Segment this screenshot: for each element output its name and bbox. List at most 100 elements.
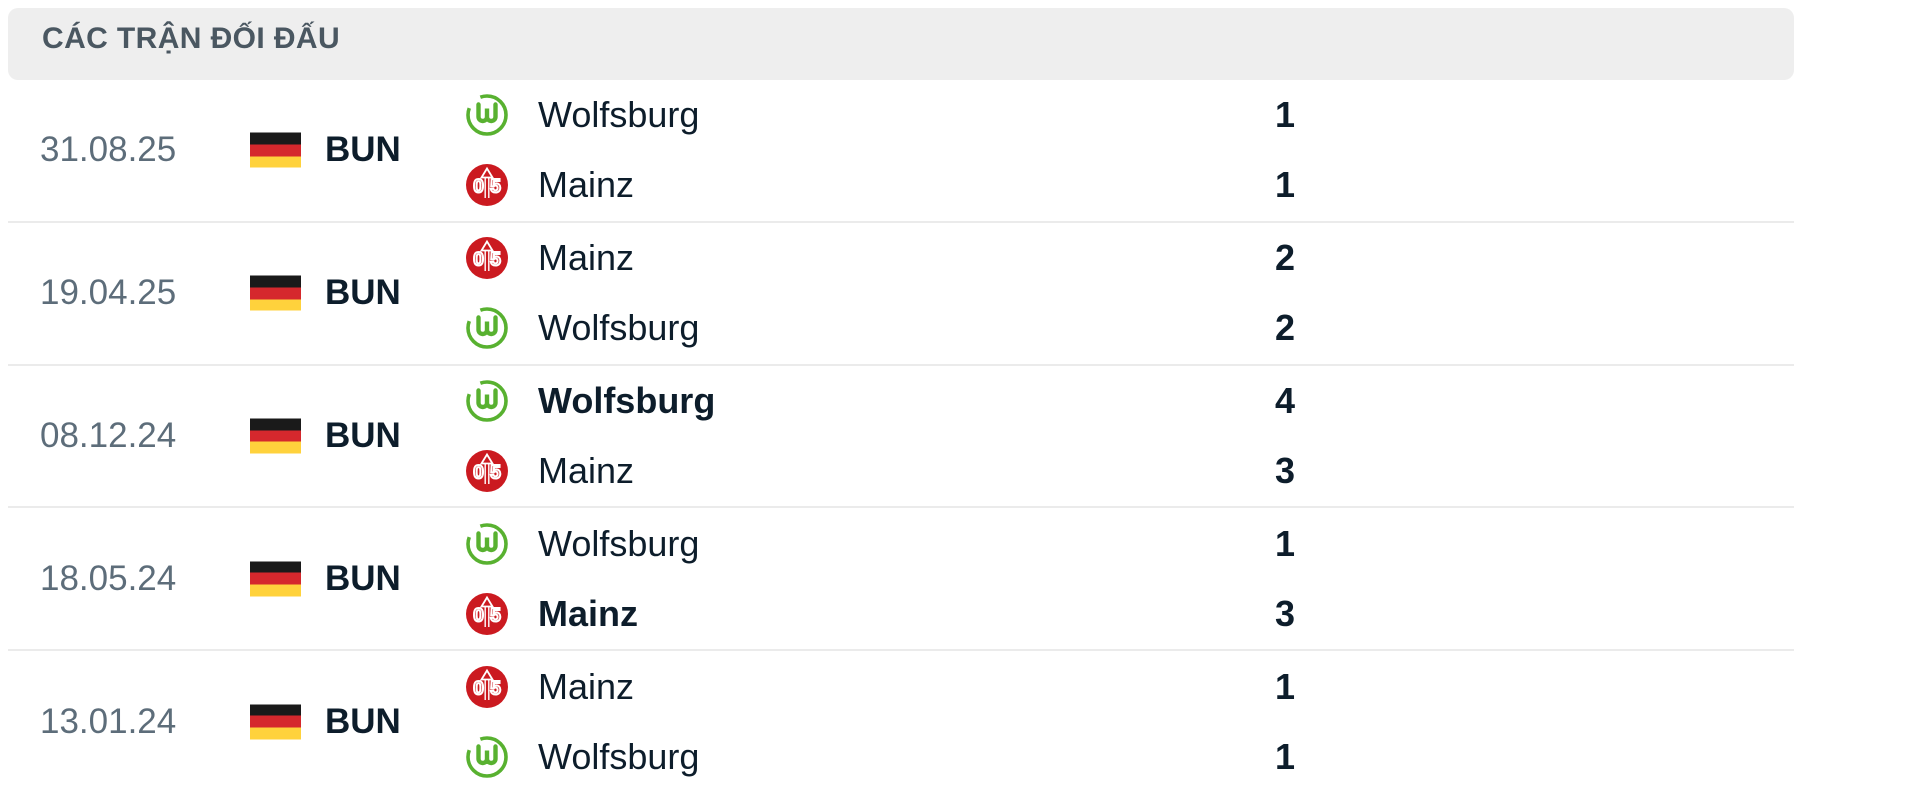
svg-text:5: 5 [490, 678, 501, 699]
team-score: 3 [1274, 592, 1295, 634]
match-row[interactable]: 31.08.25 BUN Wolfsburg 1 0 5 Mainz 1 [8, 80, 1794, 223]
team-name[interactable]: Mainz [538, 237, 635, 279]
flag-stripe-gold [250, 156, 301, 168]
head-to-head-card: CÁC TRẬN ĐỐI ĐẤU 31.08.25 BUN Wolfsburg … [8, 8, 1794, 792]
germany-flag-icon [250, 132, 301, 168]
match-row[interactable]: 19.04.25 BUN 0 5 Mainz 2 Wolfsburg 2 [8, 222, 1794, 366]
team-pair: 0 5 Mainz 1 Wolfsburg 1 [465, 652, 1295, 792]
flag-stripe-gold [250, 441, 301, 454]
team-name[interactable]: Wolfsburg [538, 379, 716, 421]
mainz-logo-icon: 0 5 [466, 449, 508, 492]
flag-stripe-black [250, 418, 301, 431]
league-code: BUN [325, 130, 401, 170]
flag-stripe-black [250, 132, 301, 145]
mainz-logo-icon: 0 5 [465, 236, 509, 280]
league-code: BUN [325, 558, 401, 598]
mainz-logo-icon: 0 5 [466, 164, 508, 207]
team-name[interactable]: Mainz [538, 592, 639, 634]
svg-text:5: 5 [490, 250, 501, 271]
team-score: 2 [1274, 237, 1295, 279]
mainz-logo-icon: 0 5 [465, 592, 509, 636]
wolfsburg-logo-icon [465, 522, 509, 566]
svg-text:0: 0 [473, 462, 484, 483]
svg-text:0: 0 [473, 250, 484, 271]
team-score: 2 [1274, 307, 1295, 349]
svg-text:5: 5 [490, 605, 501, 626]
team-name[interactable]: Wolfsburg [538, 735, 700, 777]
team-line: Wolfsburg 4 [465, 366, 1295, 436]
flag-stripe-gold [250, 727, 301, 740]
league-code: BUN [325, 273, 401, 313]
wolfsburg-logo-icon [466, 94, 508, 137]
svg-text:0: 0 [473, 605, 484, 626]
mainz-logo-icon: 0 5 [466, 592, 508, 635]
match-date: 08.12.24 [40, 415, 177, 455]
team-score: 1 [1274, 94, 1295, 136]
mainz-logo-icon: 0 5 [466, 237, 508, 280]
match-row[interactable]: 08.12.24 BUN Wolfsburg 4 0 5 Mainz 3 [8, 365, 1794, 509]
team-pair: 0 5 Mainz 2 Wolfsburg 2 [465, 223, 1295, 363]
team-line: 0 5 Mainz 1 [465, 652, 1295, 722]
wolfsburg-logo-icon [466, 307, 508, 349]
mainz-logo-icon: 0 5 [466, 665, 508, 708]
card-header: CÁC TRẬN ĐỐI ĐẤU [8, 8, 1794, 80]
flag-stripe-red [250, 572, 301, 585]
flag-stripe-red [250, 430, 301, 442]
germany-flag-icon [250, 418, 301, 454]
svg-text:5: 5 [490, 462, 501, 483]
team-score: 1 [1274, 164, 1295, 206]
team-score: 4 [1274, 379, 1295, 421]
match-date: 31.08.25 [40, 130, 177, 170]
team-name[interactable]: Wolfsburg [538, 94, 700, 136]
team-score: 1 [1274, 735, 1295, 777]
team-line: 0 5 Mainz 1 [465, 150, 1295, 220]
team-line: Wolfsburg 1 [465, 509, 1295, 579]
team-name[interactable]: Wolfsburg [538, 307, 700, 349]
team-name[interactable]: Mainz [538, 164, 635, 206]
wolfsburg-logo-icon [465, 93, 509, 137]
wolfsburg-logo-icon [465, 379, 509, 423]
card-title: CÁC TRẬN ĐỐI ĐẤU [42, 22, 341, 55]
flag-stripe-black [250, 275, 301, 288]
flag-stripe-red [250, 715, 301, 728]
wolfsburg-logo-icon [465, 306, 509, 350]
wolfsburg-logo-icon [466, 735, 508, 778]
wolfsburg-logo-icon [466, 380, 508, 422]
flag-stripe-black [250, 561, 301, 573]
wolfsburg-logo-icon [466, 522, 508, 565]
team-name[interactable]: Mainz [538, 665, 635, 707]
team-pair: Wolfsburg 1 0 5 Mainz 1 [465, 80, 1295, 220]
team-score: 3 [1274, 449, 1295, 491]
match-row[interactable]: 18.05.24 BUN Wolfsburg 1 0 5 Mainz 3 [8, 508, 1794, 652]
team-pair: Wolfsburg 1 0 5 Mainz 3 [465, 509, 1295, 649]
team-line: Wolfsburg 1 [465, 80, 1295, 150]
mainz-logo-icon: 0 5 [465, 449, 509, 493]
svg-text:0: 0 [473, 678, 484, 699]
germany-flag-icon [250, 275, 301, 311]
league-code: BUN [325, 415, 401, 455]
flag-stripe-gold [250, 299, 301, 311]
mainz-logo-icon: 0 5 [465, 665, 509, 709]
mainz-logo-icon: 0 5 [465, 163, 509, 207]
team-pair: Wolfsburg 4 0 5 Mainz 3 [465, 366, 1295, 506]
match-date: 13.01.24 [40, 701, 177, 741]
team-line: Wolfsburg 1 [465, 722, 1295, 792]
team-line: 0 5 Mainz 3 [465, 579, 1295, 649]
svg-text:0: 0 [473, 177, 484, 198]
team-line: Wolfsburg 2 [465, 293, 1295, 363]
svg-text:5: 5 [490, 177, 501, 198]
flag-stripe-red [250, 144, 301, 157]
flag-stripe-black [250, 704, 301, 716]
match-row[interactable]: 13.01.24 BUN 0 5 Mainz 1 Wolfsburg 1 [8, 651, 1794, 792]
wolfsburg-logo-icon [465, 735, 509, 779]
match-date: 19.04.25 [40, 273, 177, 313]
flag-stripe-red [250, 287, 301, 300]
team-score: 1 [1274, 522, 1295, 564]
match-date: 18.05.24 [40, 558, 177, 598]
germany-flag-icon [250, 561, 301, 597]
team-score: 1 [1274, 665, 1295, 707]
team-name[interactable]: Mainz [538, 449, 635, 491]
match-list: 31.08.25 BUN Wolfsburg 1 0 5 Mainz 1 [8, 80, 1794, 792]
flag-stripe-gold [250, 584, 301, 597]
team-name[interactable]: Wolfsburg [538, 522, 700, 564]
